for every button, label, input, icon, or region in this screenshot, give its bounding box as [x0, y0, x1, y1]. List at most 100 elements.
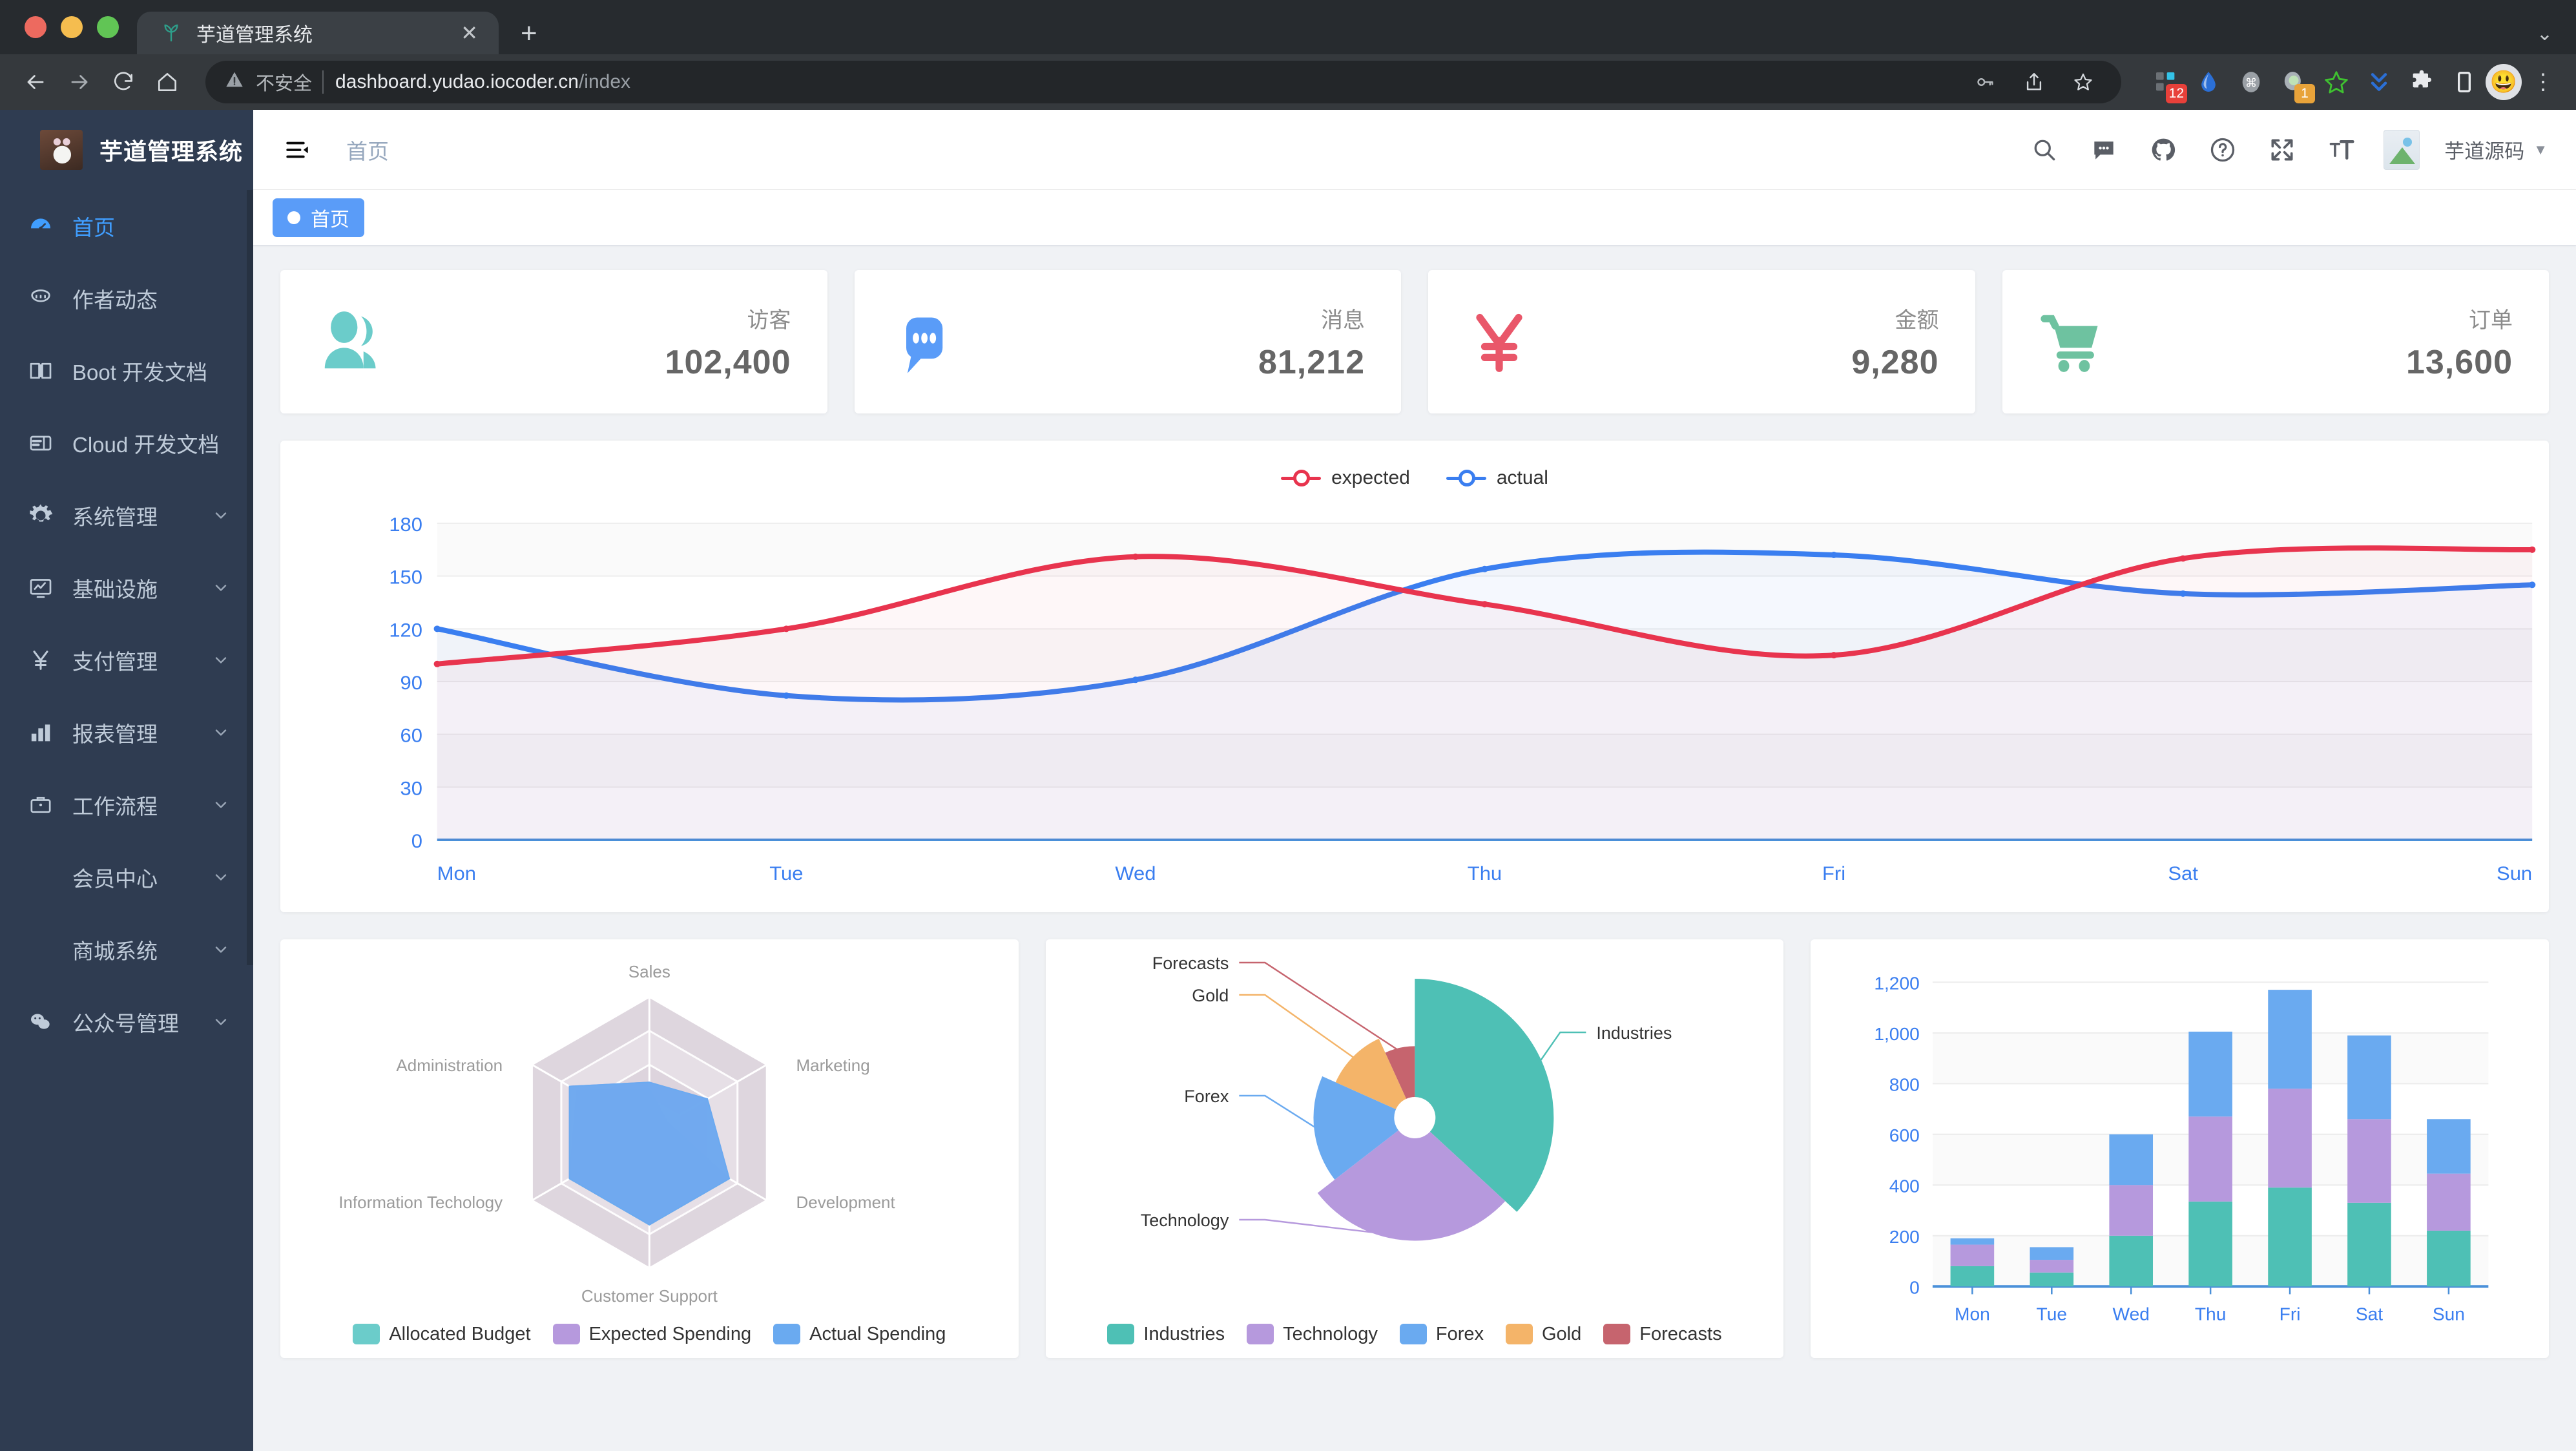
- window-traffic-lights[interactable]: [17, 0, 137, 54]
- sidebar-item-cloud-docs[interactable]: Cloud 开发文档: [0, 407, 253, 479]
- sidebar-item-boot-docs[interactable]: Boot 开发文档: [0, 335, 253, 407]
- svg-text:30: 30: [400, 778, 422, 799]
- user-avatar-icon[interactable]: [2384, 129, 2420, 170]
- ext-blocks-icon[interactable]: 12: [2148, 65, 2187, 103]
- fullscreen-icon[interactable]: [2265, 132, 2300, 167]
- caret-down-icon[interactable]: ▼: [2533, 141, 2548, 158]
- window-maximize-button[interactable]: [97, 16, 119, 38]
- sidebar-item-label: Boot 开发文档: [72, 360, 208, 384]
- sidebar-item-author-news[interactable]: 作者动态: [0, 262, 253, 335]
- legend-item-expected-spending[interactable]: Expected Spending: [552, 1324, 751, 1345]
- legend-item-forecasts[interactable]: Forecasts: [1603, 1323, 1722, 1345]
- svg-text:Forex: Forex: [1184, 1087, 1229, 1106]
- arrow-right-icon[interactable]: [59, 62, 99, 102]
- stat-card-title: 消息: [1321, 308, 1365, 333]
- stat-card-visitors[interactable]: 访客 102,400: [280, 270, 827, 413]
- breadcrumb[interactable]: 首页: [346, 139, 389, 163]
- sidebar-item-workflow[interactable]: 工作流程: [0, 769, 253, 841]
- line-chart-canvas[interactable]: 0 30 60 90 120 150 180 Mon Tue Wed Thu Fri Sat Sun: [280, 504, 2549, 898]
- legend-swatch-icon: [1399, 1324, 1427, 1344]
- chevron-down-icon: [211, 579, 231, 597]
- stat-card-messages[interactable]: 消息 81,212: [854, 270, 1401, 413]
- profile-avatar-icon[interactable]: 😃: [2486, 64, 2522, 100]
- ext-drop-icon[interactable]: [2191, 65, 2226, 99]
- key-icon[interactable]: [1965, 62, 2005, 102]
- stat-card-amount[interactable]: 金额 9,280: [1428, 270, 1975, 413]
- username-label[interactable]: 芋道源码: [2444, 140, 2525, 163]
- stat-card-text: 订单 13,600: [2406, 302, 2513, 382]
- rose-chart-canvas[interactable]: Industries Technology Forex Gold Forecasts: [1046, 948, 1784, 1310]
- ext-star-outline-icon[interactable]: [2319, 65, 2354, 99]
- legend-label: Allocated Budget: [389, 1323, 531, 1344]
- legend-item-actual-spending[interactable]: Actual Spending: [773, 1324, 946, 1345]
- plus-icon[interactable]: +: [521, 17, 537, 49]
- svg-text:90: 90: [400, 672, 422, 693]
- stat-card-orders[interactable]: 订单 13,600: [2002, 270, 2549, 413]
- share-icon[interactable]: [2014, 62, 2054, 102]
- sidebar-logo[interactable]: 芋道管理系统: [0, 110, 253, 190]
- sidebar-item-label: 作者动态: [72, 288, 158, 312]
- ext-puzzle-icon[interactable]: [2404, 65, 2439, 99]
- ext-command-icon[interactable]: ⌘: [2234, 65, 2269, 99]
- help-circle-icon[interactable]: [2205, 132, 2240, 167]
- line-chart-legend: expected actual: [280, 452, 2549, 504]
- svg-text:Mon: Mon: [437, 862, 476, 884]
- legend-label: Forecasts: [1639, 1323, 1722, 1344]
- ext-sidepanel-icon[interactable]: [2447, 65, 2482, 99]
- window-close-button[interactable]: [25, 16, 47, 38]
- svg-text:1,200: 1,200: [1875, 972, 1920, 993]
- message-bubble-icon[interactable]: [2086, 132, 2121, 167]
- window-minimize-button[interactable]: [61, 16, 83, 38]
- stat-card-title: 金额: [1895, 308, 1939, 333]
- legend-item-allocated-budget[interactable]: Allocated Budget: [353, 1323, 531, 1345]
- svg-text:Wed: Wed: [2113, 1304, 2150, 1324]
- chevron-down-icon[interactable]: ⌄: [2536, 23, 2553, 45]
- github-icon[interactable]: [2146, 132, 2181, 167]
- home-icon[interactable]: [147, 62, 187, 102]
- sidebar-item-label: 工作流程: [72, 795, 158, 819]
- legend-item-technology[interactable]: Technology: [1247, 1324, 1378, 1345]
- svg-text:Sat: Sat: [2356, 1304, 2383, 1324]
- svg-text:Sales: Sales: [628, 962, 670, 981]
- legend-item-industries[interactable]: Industries: [1107, 1324, 1225, 1345]
- radar-chart-canvas[interactable]: Sales Marketing Development Customer Suppor…: [280, 948, 1019, 1310]
- svg-text:Wed: Wed: [1115, 862, 1156, 884]
- star-icon[interactable]: [2063, 62, 2103, 102]
- legend-item-actual[interactable]: actual: [1446, 467, 1548, 489]
- sidebar-item-home[interactable]: 首页: [0, 190, 253, 262]
- ext-circle-icon[interactable]: 1: [2276, 65, 2315, 103]
- sidebar-item-payment[interactable]: 支付管理: [0, 624, 253, 696]
- legend-item-gold[interactable]: Gold: [1506, 1324, 1581, 1345]
- address-bar[interactable]: 不安全 dashboard.yudao.iocoder.cn/index: [205, 61, 2121, 103]
- arrow-left-icon[interactable]: [16, 62, 56, 102]
- bar-chart-canvas[interactable]: 0 200 400 600 800 1,000 1,200 Mon Tue Wed Thu Fri Sa…: [1811, 948, 2549, 1358]
- wechat-icon: [26, 1009, 56, 1035]
- chevron-down-icon: [211, 651, 231, 669]
- omnibox-security[interactable]: 不安全: [223, 68, 324, 96]
- sidebar-item-member-center[interactable]: 会员中心: [0, 841, 253, 913]
- hamburger-fold-icon[interactable]: [280, 132, 315, 167]
- sidebar-item-system[interactable]: 系统管理: [0, 479, 253, 552]
- reload-icon[interactable]: [103, 62, 143, 102]
- legend-swatch-icon: [1506, 1324, 1533, 1344]
- font-size-icon[interactable]: [2324, 132, 2359, 167]
- sidebar-scrollbar[interactable]: [247, 190, 253, 965]
- tab-home-label: 首页: [311, 209, 349, 231]
- browser-tab[interactable]: 芋道管理系统 ✕: [137, 12, 499, 54]
- sidebar-item-wechat-mp[interactable]: 公众号管理: [0, 986, 253, 1058]
- legend-item-expected[interactable]: expected: [1281, 467, 1410, 489]
- sidebar-item-mall-system[interactable]: 商城系统: [0, 913, 253, 986]
- main-area: 首页: [253, 110, 2576, 1451]
- svg-text:Tue: Tue: [769, 862, 803, 884]
- search-icon[interactable]: [2027, 132, 2062, 167]
- close-icon[interactable]: ✕: [461, 21, 478, 45]
- legend-item-forex[interactable]: Forex: [1399, 1324, 1484, 1345]
- sidebar-item-report[interactable]: 报表管理: [0, 696, 253, 769]
- address-bar-url[interactable]: dashboard.yudao.iocoder.cn/index: [335, 71, 630, 93]
- browser-chrome: 芋道管理系统 ✕ + ⌄ 不安全 dashboard.yudao.i: [0, 0, 2576, 110]
- tab-home[interactable]: 首页: [273, 198, 364, 237]
- ext-chevrons-down-icon[interactable]: [2362, 65, 2396, 99]
- sidebar-item-infrastructure[interactable]: 基础设施: [0, 552, 253, 624]
- kebab-menu-icon[interactable]: ⋮: [2532, 70, 2554, 94]
- gear-icon: [26, 503, 56, 528]
